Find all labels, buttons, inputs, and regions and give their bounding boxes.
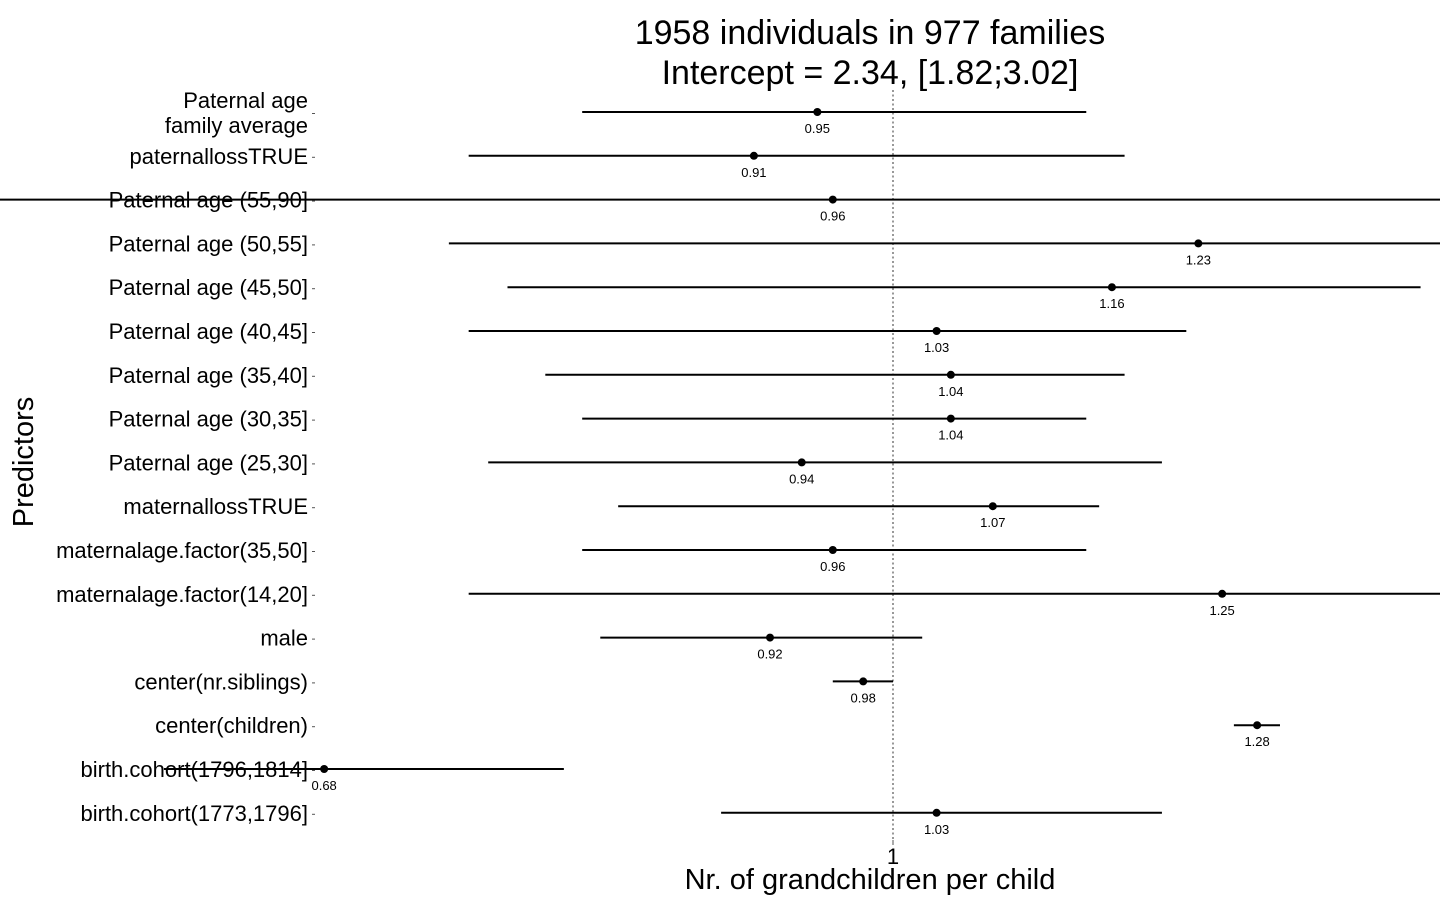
x-tick-label: 1: [887, 844, 899, 869]
value-label: 0.94: [789, 471, 814, 486]
value-label: 1.28: [1244, 734, 1269, 749]
chart-title-line: 1958 individuals in 977 families: [635, 14, 1106, 52]
estimate-point: [859, 677, 868, 686]
y-tick-label: maternalage.factor(14,20]: [56, 582, 308, 607]
forest-row: Paternal age (50,55] 1.23: [109, 231, 1440, 267]
y-axis-title: Predictors: [8, 397, 40, 528]
value-label: 1.04: [938, 428, 963, 443]
value-label: 0.91: [741, 165, 766, 180]
y-tick-label: Paternal age (25,30]: [109, 450, 308, 475]
value-label: 0.96: [820, 209, 845, 224]
chart-title-group: 1958 individuals in 977 familiesIntercep…: [635, 14, 1106, 92]
y-tick-label: birth.cohort(1773,1796]: [81, 801, 309, 826]
value-label: 1.23: [1186, 252, 1211, 267]
value-label: 1.03: [924, 822, 949, 837]
estimate-point: [797, 458, 806, 467]
estimate-point: [1218, 589, 1227, 598]
y-tick-label: Paternal age (45,50]: [109, 275, 308, 300]
estimate-point: [1107, 283, 1116, 292]
forest-row: birth.cohort(1773,1796] 1.03: [81, 801, 1162, 837]
value-label: 1.07: [980, 515, 1005, 530]
forest-row: maternallossTRUE 1.07: [123, 494, 1100, 530]
y-tick-label: maternalage.factor(35,50]: [56, 538, 308, 563]
estimate-point: [932, 327, 941, 335]
value-label: 1.04: [938, 384, 963, 399]
value-label: 0.96: [820, 559, 845, 574]
value-label: 0.92: [757, 647, 782, 662]
y-tick-label: Paternal age: [183, 88, 308, 113]
value-label: 0.98: [851, 690, 876, 705]
estimate-point: [946, 370, 955, 379]
forest-row: paternallossTRUE 0.91: [129, 144, 1125, 180]
estimate-point: [1194, 239, 1203, 248]
y-tick-label: Paternal age (30,35]: [109, 407, 308, 432]
estimate-point: [749, 151, 758, 160]
forest-row: Paternal age (45,50] 1.16: [109, 275, 1421, 311]
estimate-point: [988, 502, 997, 511]
forest-row: male 0.92: [260, 626, 923, 662]
forest-row: center(children) 1.28: [155, 713, 1280, 749]
forest-row: Paternal age (35,40] 1.04: [109, 363, 1125, 399]
chart-title-line: Intercept = 2.34, [1.82;3.02]: [662, 54, 1079, 92]
estimate-point: [813, 108, 822, 116]
forest-row: Paternal age (40,45] 1.03: [109, 319, 1187, 355]
estimate-point: [828, 195, 837, 204]
value-label: 1.16: [1099, 296, 1124, 311]
value-label: 0.95: [805, 121, 830, 136]
forest-row: Paternal age (30,35] 1.04: [109, 407, 1087, 443]
value-label: 0.68: [311, 778, 336, 793]
forest-row: center(nr.siblings) 0.98: [134, 669, 893, 705]
y-tick-label: center(children): [155, 713, 308, 738]
estimate-point: [766, 633, 775, 642]
forest-row: Paternal age (55,90]0.96: [0, 188, 1440, 224]
y-axis-title-group: Predictors: [8, 397, 40, 528]
estimate-point: [1253, 721, 1262, 730]
x-axis-group: 1Nr. of grandchildren per child: [685, 840, 1056, 896]
y-tick-label: paternallossTRUE: [129, 144, 308, 169]
y-tick-label: center(nr.siblings): [134, 669, 308, 694]
forest-row: Paternal age (25,30] 0.94: [109, 450, 1162, 486]
forest-row: maternalage.factor(35,50] 0.96: [56, 538, 1087, 574]
y-tick-label: Paternal age (40,45]: [109, 319, 308, 344]
y-tick-label: family average: [165, 113, 308, 138]
estimate-point: [946, 414, 955, 423]
y-tick-label: Paternal age (50,55]: [109, 231, 308, 256]
forest-row: maternalage.factor(14,20] 1.25: [56, 582, 1440, 618]
y-tick-label: maternallossTRUE: [123, 494, 308, 519]
y-tick-label: male: [260, 626, 308, 651]
y-tick-label: Paternal age (35,40]: [109, 363, 308, 388]
value-label: 1.25: [1209, 603, 1234, 618]
estimate-point: [828, 546, 837, 554]
estimate-point: [320, 765, 329, 773]
estimate-point: [932, 808, 941, 817]
value-label: 1.03: [924, 340, 949, 355]
x-axis-title: Nr. of grandchildren per child: [685, 864, 1056, 896]
forest-row: birth.cohort(1796,1814]0.68: [81, 757, 564, 793]
